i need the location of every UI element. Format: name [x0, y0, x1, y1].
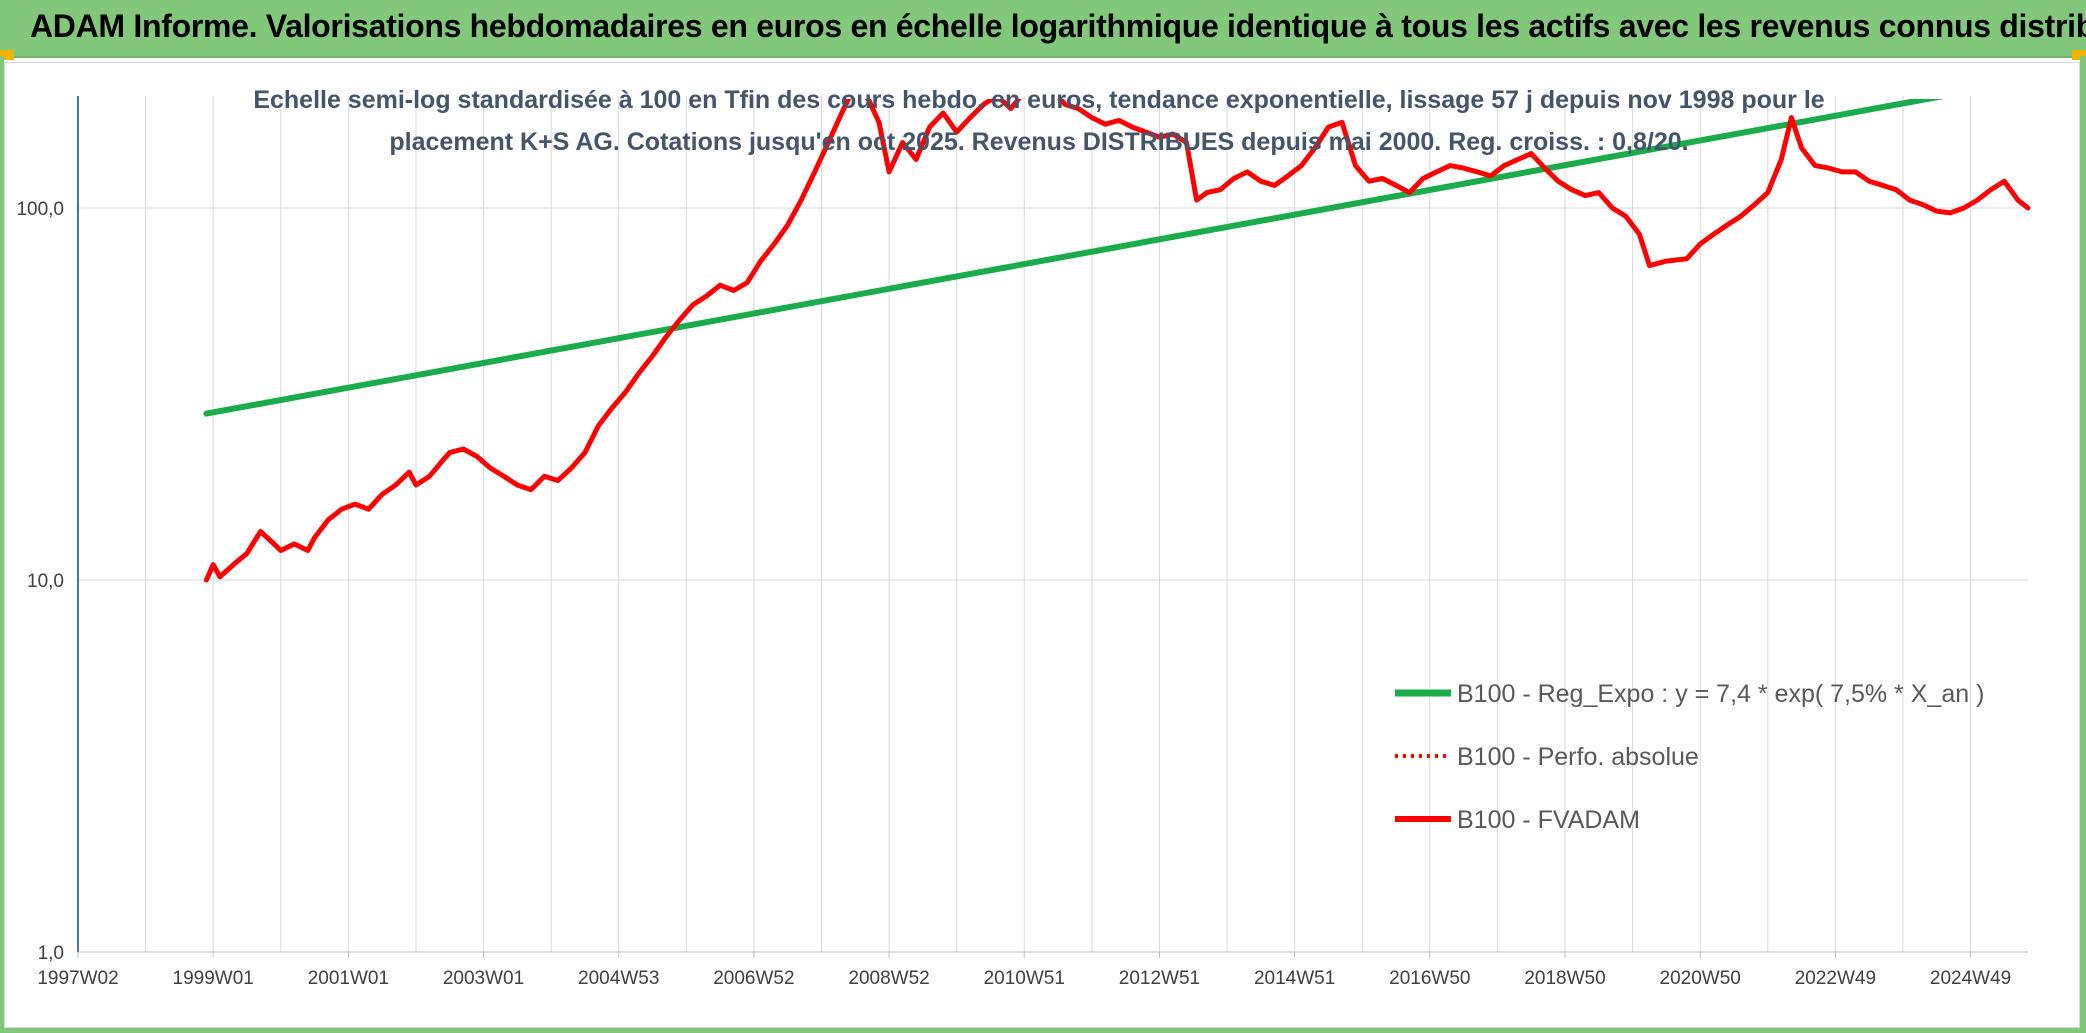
right-border-strip [2080, 56, 2086, 1033]
top-banner: ADAM Informe. Valorisations hebdomadaire… [0, 0, 2086, 58]
series-line-2 [203, 99, 2031, 583]
series-layer [203, 99, 2031, 583]
legend: B100 - Reg_Expo : y = 7,4 * exp( 7,5% * … [1395, 680, 1984, 834]
x-tick-label: 2010W51 [984, 968, 1065, 989]
x-tick-label: 2014W51 [1254, 968, 1335, 989]
x-tick-label: 2016W50 [1389, 968, 1470, 989]
x-tick-label: 2003W01 [443, 968, 524, 989]
x-tick-label: 2022W49 [1795, 968, 1876, 989]
x-tick-label: 2020W50 [1660, 968, 1741, 989]
x-tick-label: 2001W01 [308, 968, 389, 989]
bottom-border-strip [0, 1028, 2086, 1033]
x-tick-label: 2008W52 [848, 968, 929, 989]
y-tick-label: 1,0 [38, 943, 64, 964]
x-tick-label: 2004W53 [578, 968, 659, 989]
series-line-0 [203, 99, 1944, 417]
chart-svg: 1,0 10,0 100,0 1997W02 1999W01 2001W01 2003W01… [16, 86, 2031, 989]
y-tick-label: 100,0 [16, 199, 64, 220]
legend-label-0: B100 - Reg_Expo : y = 7,4 * exp( 7,5% * … [1457, 680, 1984, 708]
x-tick-label: 2018W50 [1524, 968, 1605, 989]
legend-label-1: B100 - Perfo. absolue [1457, 743, 1699, 771]
chart-title-line-1: Echelle semi-log standardisée à 100 en T… [253, 86, 1824, 114]
grid-layer [77, 96, 2028, 953]
axis-layer: 1,0 10,0 100,0 1997W02 1999W01 2001W01 2003W01… [16, 96, 2028, 989]
x-tick-label: 2006W52 [713, 968, 794, 989]
banner-title: ADAM Informe. Valorisations hebdomadaire… [30, 8, 2086, 44]
x-tick-label: 2024W49 [1930, 968, 2011, 989]
corner-accent-left [0, 50, 14, 60]
legend-label-2: B100 - FVADAM [1457, 806, 1640, 834]
chart-title: Echelle semi-log standardisée à 100 en T… [253, 86, 1824, 156]
corner-accent-right [2072, 50, 2086, 60]
x-tick-label: 2012W51 [1119, 968, 1200, 989]
x-tick-label: 1997W02 [37, 968, 118, 989]
chart-frame: 1,0 10,0 100,0 1997W02 1999W01 2001W01 2003W01… [4, 62, 2080, 1028]
chart-title-line-2: placement K+S AG. Cotations jusqu'en oct… [389, 128, 1688, 156]
y-tick-label: 10,0 [27, 571, 64, 592]
x-tick-label: 1999W01 [173, 968, 254, 989]
left-border-strip [0, 56, 4, 1033]
